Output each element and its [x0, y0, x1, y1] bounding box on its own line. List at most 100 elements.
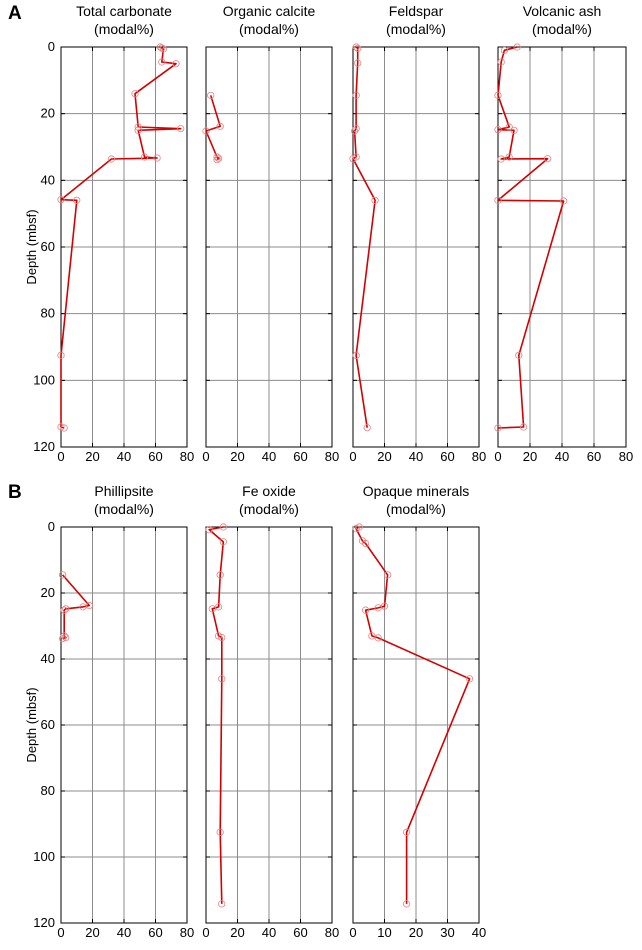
data-point — [158, 58, 166, 66]
x-tick-label: 40 — [472, 925, 486, 940]
data-point — [213, 156, 221, 164]
chart-subtitle: (modal%) — [532, 21, 592, 37]
chart-subtitle: (modal%) — [239, 501, 299, 517]
chart-title: Total carbonate — [76, 3, 172, 19]
data-point — [159, 45, 167, 53]
data-point — [62, 605, 70, 613]
data-point — [219, 538, 227, 546]
data-point — [219, 523, 227, 531]
series-line — [60, 46, 182, 429]
x-tick-label: 80 — [325, 925, 339, 940]
y-axis-label: Depth (mbsf) — [24, 209, 39, 284]
data-point — [177, 125, 185, 133]
chart-panel: 0 20 40 60 80 Organic calcite (modal%) — [202, 3, 339, 464]
chart-title: Fe oxide — [242, 483, 296, 499]
x-tick-label: 20 — [85, 449, 99, 464]
data-point — [494, 424, 502, 432]
y-tick-label: 20 — [41, 585, 55, 600]
y-tick-label: 120 — [33, 915, 55, 930]
data-point — [497, 155, 505, 163]
x-tick-label: 20 — [523, 449, 537, 464]
data-point — [218, 675, 226, 683]
data-point — [371, 196, 379, 204]
data-point — [374, 634, 382, 642]
data-point — [107, 155, 116, 163]
x-tick-label: 40 — [117, 925, 131, 940]
data-point — [216, 571, 224, 579]
data-point — [465, 675, 474, 683]
x-tick-label: 60 — [440, 449, 454, 464]
data-point — [543, 155, 552, 163]
data-point — [349, 155, 357, 163]
data-point — [208, 605, 216, 613]
chart-subtitle: (modal%) — [94, 21, 154, 37]
data-point — [73, 196, 81, 204]
data-point — [505, 153, 513, 161]
data-point — [205, 526, 213, 534]
data-point — [352, 525, 360, 533]
data-point — [361, 539, 370, 548]
data-point — [134, 126, 142, 134]
chart-panel: 0 10 20 30 40 Opaque minerals (modal%) — [349, 483, 486, 940]
y-tick-label: 0 — [48, 39, 55, 54]
x-tick-label: 0 — [349, 449, 356, 464]
x-tick-label: 20 — [377, 449, 391, 464]
x-tick-label: 80 — [472, 449, 486, 464]
data-point — [384, 571, 392, 579]
data-point — [58, 571, 67, 579]
chart-title: Volcanic ash — [523, 3, 602, 19]
data-point — [363, 424, 371, 432]
x-tick-label: 0 — [57, 925, 64, 940]
x-tick-label: 40 — [555, 449, 569, 464]
chart-title: Opaque minerals — [363, 483, 470, 499]
data-point — [218, 900, 226, 908]
chart-panel: 0 20 40 60 80 Feldspar (modal%) — [349, 3, 486, 464]
x-tick-label: 0 — [57, 449, 64, 464]
x-tick-label: 20 — [230, 449, 244, 464]
x-tick-label: 40 — [262, 449, 276, 464]
data-point — [57, 196, 65, 204]
data-point — [158, 44, 166, 52]
y-axis-label: Depth (mbsf) — [24, 687, 39, 762]
x-tick-label: 60 — [587, 449, 601, 464]
x-tick-label: 10 — [377, 925, 391, 940]
data-point — [79, 603, 87, 611]
data-point — [354, 44, 362, 52]
x-tick-label: 40 — [117, 449, 131, 464]
series-line — [355, 526, 471, 904]
data-point — [352, 91, 360, 99]
data-point — [60, 424, 68, 432]
x-tick-label: 0 — [202, 925, 209, 940]
data-point — [402, 828, 411, 836]
x-tick-label: 40 — [409, 449, 423, 464]
data-point — [218, 633, 226, 642]
series-line — [205, 95, 221, 161]
x-tick-label: 80 — [325, 449, 339, 464]
y-tick-label: 80 — [41, 306, 55, 321]
data-point — [215, 603, 223, 611]
data-point — [494, 196, 502, 204]
x-tick-label: 80 — [180, 449, 194, 464]
data-point — [215, 154, 223, 162]
chart-title: Feldspar — [389, 3, 444, 19]
data-point — [172, 60, 180, 68]
chart-title: Organic calcite — [223, 3, 316, 19]
y-tick-label: 100 — [33, 372, 55, 387]
data-point — [60, 606, 68, 614]
chart-panel: 0 20 40 60 80 Volcanic ash (modal%) — [494, 3, 633, 464]
x-tick-label: 20 — [85, 925, 99, 940]
data-point — [213, 153, 221, 161]
data-point — [57, 423, 65, 431]
data-point — [216, 828, 224, 836]
data-point — [131, 90, 139, 98]
y-tick-label: 120 — [33, 439, 55, 454]
series-line — [497, 46, 565, 429]
y-tick-label: 40 — [41, 651, 55, 666]
data-point — [494, 126, 502, 134]
chart-subtitle: (modal%) — [386, 21, 446, 37]
series-line — [208, 526, 225, 904]
panel-a-letter: A — [8, 3, 22, 24]
data-point — [153, 154, 161, 162]
data-point — [350, 127, 359, 135]
